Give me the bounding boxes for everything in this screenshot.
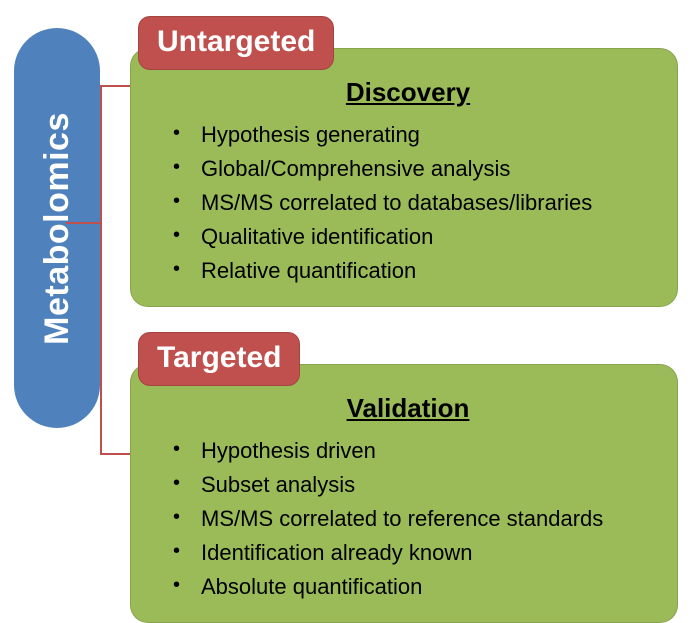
- section-targeted: Targeted Validation Hypothesis driven Su…: [130, 332, 678, 623]
- section-untargeted: Untargeted Discovery Hypothesis generati…: [130, 16, 678, 307]
- list-item: Hypothesis generating: [159, 118, 657, 152]
- list-item: MS/MS correlated to databases/libraries: [159, 186, 657, 220]
- connector-stub: [66, 222, 100, 224]
- list-item: Absolute quantification: [159, 570, 657, 604]
- list-item: MS/MS correlated to reference standards: [159, 502, 657, 536]
- connector-bracket: [100, 85, 134, 455]
- panel-discovery: Discovery Hypothesis generating Global/C…: [130, 48, 678, 307]
- list-item: Hypothesis driven: [159, 434, 657, 468]
- list-item: Qualitative identification: [159, 220, 657, 254]
- list-item: Relative quantification: [159, 254, 657, 288]
- pill-label: Metabolomics: [38, 112, 77, 345]
- validation-list: Hypothesis driven Subset analysis MS/MS …: [159, 434, 657, 604]
- list-item: Global/Comprehensive analysis: [159, 152, 657, 186]
- panel-validation: Validation Hypothesis driven Subset anal…: [130, 364, 678, 623]
- list-item: Identification already known: [159, 536, 657, 570]
- badge-targeted: Targeted: [138, 332, 300, 386]
- badge-untargeted: Untargeted: [138, 16, 334, 70]
- metabolomics-pill: Metabolomics: [14, 28, 100, 428]
- panel-title-discovery: Discovery: [159, 77, 657, 108]
- list-item: Subset analysis: [159, 468, 657, 502]
- discovery-list: Hypothesis generating Global/Comprehensi…: [159, 118, 657, 288]
- panel-title-validation: Validation: [159, 393, 657, 424]
